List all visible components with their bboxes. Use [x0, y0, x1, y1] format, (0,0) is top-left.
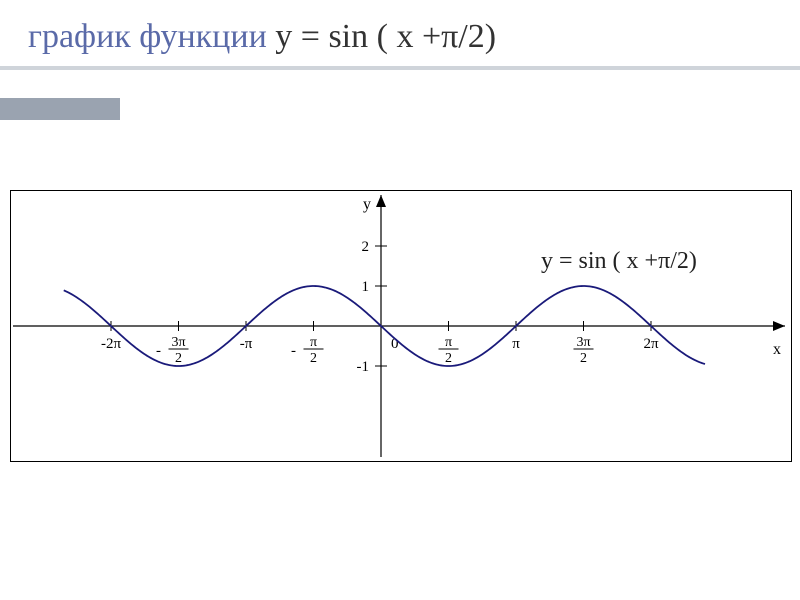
function-chart: xy21-1-2π-3π2-π-π20π2π3π22πy = sin ( x +… — [11, 191, 791, 461]
page-title: график функции y = sin ( x +π/2) — [28, 18, 496, 55]
x-tick-prefix: - — [291, 343, 296, 359]
accent-bar — [0, 98, 120, 120]
y-tick-label: 2 — [362, 239, 370, 255]
x-tick-den: 2 — [445, 351, 452, 366]
title-formula: y = sin ( x +π/2) — [275, 18, 496, 55]
chart-container: xy21-1-2π-3π2-π-π20π2π3π22πy = sin ( x +… — [10, 190, 792, 462]
x-tick-num: 3π — [576, 335, 590, 350]
x-axis-arrow — [773, 321, 785, 331]
x-tick-num: π — [445, 335, 452, 350]
x-tick-label: -2π — [101, 336, 121, 352]
x-tick-prefix: - — [156, 343, 161, 359]
y-axis-arrow — [376, 195, 386, 207]
x-tick-label: π — [512, 336, 520, 352]
x-axis-label: x — [773, 341, 781, 358]
x-tick-den: 2 — [310, 351, 317, 366]
x-tick-num: 3π — [171, 335, 185, 350]
x-tick-num: π — [310, 335, 317, 350]
x-tick-den: 2 — [580, 351, 587, 366]
x-tick-den: 2 — [175, 351, 182, 366]
formula-label: y = sin ( x +π/2) — [541, 248, 697, 274]
title-bar: график функции y = sin ( x +π/2) — [0, 0, 800, 70]
y-axis-label: y — [363, 196, 371, 213]
y-tick-label: -1 — [357, 359, 370, 375]
x-tick-label: -π — [240, 336, 253, 352]
y-tick-label: 1 — [362, 279, 370, 295]
title-prefix: график функции — [28, 18, 275, 55]
x-tick-label: 2π — [643, 336, 659, 352]
